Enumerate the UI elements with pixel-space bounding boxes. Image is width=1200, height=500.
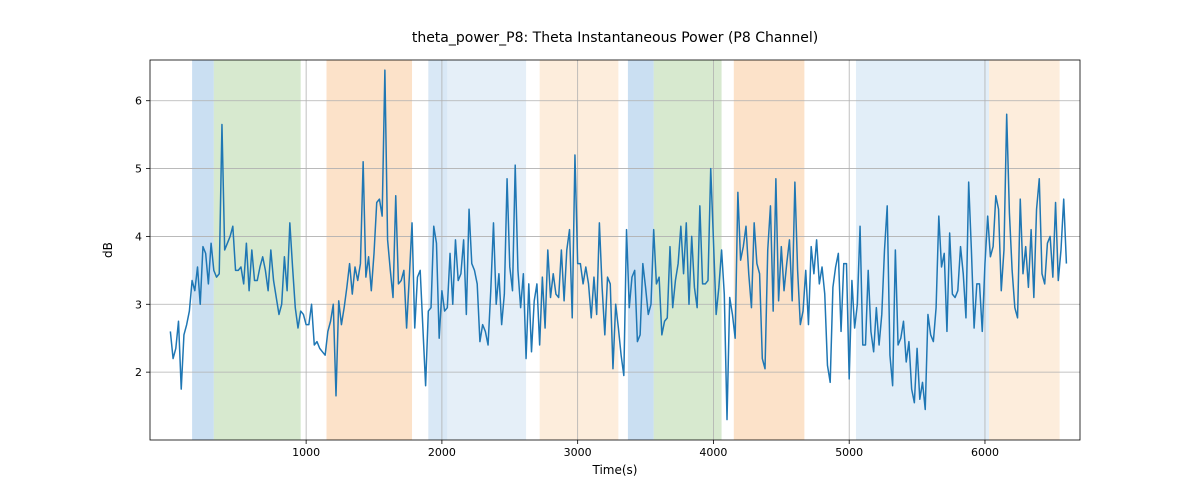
x-axis-label: Time(s) bbox=[592, 463, 638, 477]
y-tick-label: 5 bbox=[135, 163, 142, 176]
x-tick-label: 3000 bbox=[564, 446, 592, 459]
band bbox=[540, 60, 619, 440]
y-tick-label: 3 bbox=[135, 298, 142, 311]
band bbox=[447, 60, 526, 440]
x-ticks: 1000 2000 3000 4000 5000 6000 bbox=[292, 440, 999, 459]
y-ticks: 2 3 4 5 6 bbox=[135, 95, 150, 379]
y-tick-label: 4 bbox=[135, 230, 142, 243]
band bbox=[326, 60, 412, 440]
x-tick-label: 1000 bbox=[292, 446, 320, 459]
band bbox=[628, 60, 654, 440]
x-tick-label: 5000 bbox=[835, 446, 863, 459]
line-chart: theta_power_P8: Theta Instantaneous Powe… bbox=[0, 0, 1200, 500]
chart-container: theta_power_P8: Theta Instantaneous Powe… bbox=[0, 0, 1200, 500]
y-tick-label: 6 bbox=[135, 95, 142, 108]
y-tick-label: 2 bbox=[135, 366, 142, 379]
x-tick-label: 2000 bbox=[428, 446, 456, 459]
y-axis-label: dB bbox=[101, 242, 115, 258]
x-tick-label: 4000 bbox=[699, 446, 727, 459]
x-tick-label: 6000 bbox=[971, 446, 999, 459]
band bbox=[428, 60, 447, 440]
chart-title: theta_power_P8: Theta Instantaneous Powe… bbox=[412, 30, 818, 46]
band bbox=[214, 60, 301, 440]
